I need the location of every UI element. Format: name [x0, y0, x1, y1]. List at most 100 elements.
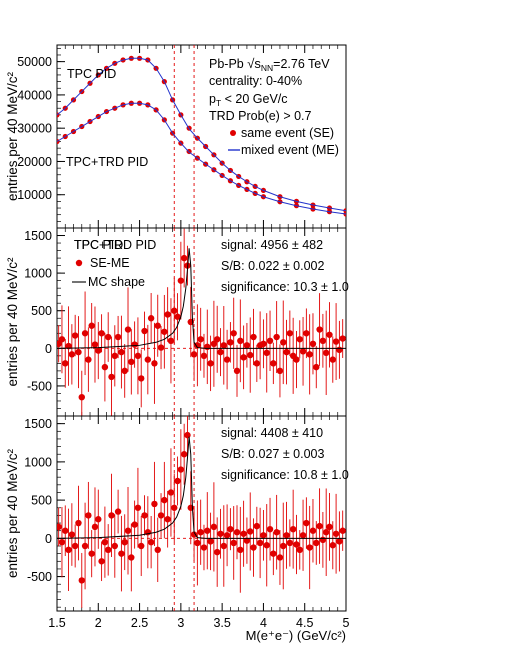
x-tick-label: 2.5	[131, 616, 148, 630]
data-point	[118, 348, 125, 356]
data-point	[286, 330, 294, 337]
data-point	[204, 343, 211, 351]
data-point	[276, 554, 284, 561]
data-point	[309, 527, 317, 534]
data-point	[75, 519, 82, 527]
data-point	[128, 358, 135, 366]
x-tick-label: 3.5	[213, 616, 230, 630]
data-point	[336, 346, 343, 354]
data-point	[128, 554, 135, 561]
series-line	[57, 102, 346, 215]
data-point	[118, 550, 125, 557]
data-point	[213, 548, 221, 556]
data-point	[121, 538, 128, 546]
data-point	[164, 516, 171, 523]
data-point	[108, 373, 115, 381]
data-point	[243, 537, 251, 544]
data-point	[240, 354, 247, 361]
data-point	[78, 577, 85, 584]
legend: same event (SE) mixed event (ME)	[228, 126, 339, 157]
data-point	[276, 367, 284, 375]
data-point	[101, 538, 109, 546]
data-point	[164, 311, 171, 318]
data-point	[204, 527, 211, 534]
data-point	[223, 532, 231, 539]
y-tick-label: 0	[45, 532, 52, 546]
data-point	[88, 322, 95, 329]
data-point	[177, 277, 185, 284]
data-point	[91, 341, 99, 348]
data-point	[227, 339, 234, 346]
data-point	[286, 539, 294, 547]
y-tick-label: 1000	[24, 267, 52, 281]
panel-1: 10000 20000 30000 40000 50000 entries per 40 …	[5, 44, 347, 229]
y-tick-label: 20000	[17, 155, 52, 169]
data-point	[197, 529, 204, 536]
data-point	[322, 529, 330, 536]
data-point	[250, 544, 257, 551]
data-point	[167, 489, 175, 496]
legend-label-me: mixed event (ME)	[241, 143, 339, 157]
data-point	[161, 328, 168, 335]
data-point	[326, 523, 333, 531]
data-point	[306, 351, 313, 358]
data-point	[217, 348, 224, 356]
data-point	[81, 330, 89, 337]
legend-marker-se	[230, 130, 236, 136]
data-point	[210, 523, 218, 531]
data-point	[329, 356, 336, 363]
data-point	[313, 539, 320, 547]
data-point	[147, 315, 155, 322]
data-point	[329, 542, 336, 549]
y-tick-label: 10000	[17, 188, 52, 202]
info-line: pT < 20 GeV/c	[209, 92, 288, 108]
data-point	[273, 333, 280, 341]
data-point	[319, 337, 327, 344]
data-point	[147, 538, 155, 546]
data-point	[217, 530, 224, 537]
data-point	[141, 512, 148, 519]
data-point	[207, 538, 214, 545]
data-point	[111, 352, 119, 360]
data-point	[85, 356, 92, 363]
data-point	[98, 330, 105, 337]
data-point	[154, 546, 161, 554]
data-point	[138, 542, 145, 550]
data-point	[81, 542, 89, 550]
data-point	[121, 367, 128, 375]
data-point	[270, 360, 277, 367]
plot-frame	[56, 415, 347, 612]
data-point	[108, 512, 115, 519]
data-point	[299, 348, 307, 355]
panel-title: TPC+TRD PID	[74, 238, 156, 252]
data-point	[91, 523, 99, 531]
stat-line: significance: 10.3 ± 1.0	[221, 280, 349, 294]
data-point	[289, 525, 297, 533]
info-line: TRD Prob(e) > 0.7	[209, 109, 312, 123]
data-point	[151, 500, 158, 508]
data-point	[223, 356, 231, 363]
y-tick-label: -500	[27, 570, 52, 584]
data-point	[157, 344, 165, 351]
stat-line: S/B: 0.022 ± 0.002	[221, 259, 325, 273]
data-point	[138, 375, 145, 382]
data-point	[306, 544, 313, 551]
data-point	[141, 327, 148, 335]
data-point	[131, 341, 138, 348]
data-point	[253, 522, 261, 530]
legend-label-se: same event (SE)	[241, 126, 334, 140]
data-point	[250, 333, 257, 341]
data-point	[154, 322, 161, 329]
y-tick-label: 0	[45, 342, 52, 356]
data-point	[293, 356, 300, 363]
data-point	[260, 340, 267, 348]
info-line: centrality: 0-40%	[209, 74, 302, 88]
data-point	[332, 338, 340, 345]
data-point	[144, 356, 152, 363]
data-point	[171, 504, 178, 511]
data-point	[253, 360, 261, 367]
data-point	[263, 542, 270, 549]
data-point	[58, 336, 66, 343]
y-axis-label: entries per 40 MeV/c²	[5, 71, 20, 201]
